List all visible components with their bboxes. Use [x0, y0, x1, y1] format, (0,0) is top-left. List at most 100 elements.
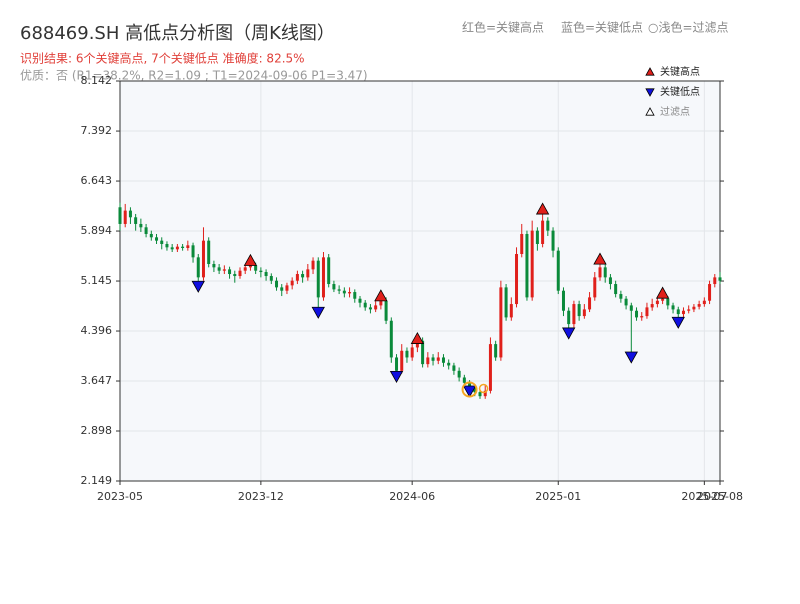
candle-body: [175, 246, 179, 250]
candle-body: [222, 269, 226, 271]
candle-body: [243, 267, 247, 271]
candle-body: [687, 309, 691, 311]
candle-body: [149, 233, 153, 238]
candle-body: [301, 274, 305, 278]
candle-body: [186, 245, 190, 248]
y-tick-label: 8.142: [81, 74, 113, 87]
candle-body: [181, 246, 185, 248]
candle-body: [196, 257, 200, 278]
candle-body: [306, 269, 310, 278]
candle-body: [264, 272, 268, 277]
key-point: [243, 253, 258, 266]
candle-body: [170, 247, 174, 250]
key-point: [671, 316, 685, 329]
color-key: ○浅色=过滤点: [648, 21, 729, 35]
candle-body: [572, 304, 576, 325]
candle-body: [207, 240, 211, 265]
legend-label: 关键低点: [660, 85, 700, 98]
key-point: [562, 327, 576, 340]
candle-body: [405, 350, 409, 358]
candle-body: [316, 260, 320, 298]
candle-body: [468, 382, 472, 388]
candle-body: [462, 377, 466, 383]
candle-body: [713, 277, 717, 285]
filtered-point: [478, 383, 489, 394]
candle-body: [629, 305, 633, 311]
key-point: [311, 306, 325, 319]
candle-body: [342, 290, 346, 294]
candle-body: [645, 307, 649, 317]
candle-body: [640, 316, 644, 318]
x-tick-label: 2025-08: [697, 490, 743, 503]
key-point: [389, 370, 404, 383]
x-tick-label: 2025-01: [535, 490, 581, 503]
legend-marker: [645, 107, 655, 116]
candle-body: [285, 285, 289, 291]
candle-body: [436, 357, 440, 361]
candle-body: [217, 267, 221, 271]
candle-body: [155, 237, 159, 241]
candle-body: [228, 269, 232, 275]
candle-body: [494, 344, 498, 358]
y-tick-label: 4.396: [81, 324, 113, 337]
candle-body: [128, 210, 132, 218]
candle-body: [567, 310, 571, 325]
candle-body: [447, 362, 451, 366]
candle-body: [692, 306, 696, 310]
candle-body: [671, 305, 675, 310]
y-tick-label: 6.643: [81, 174, 113, 187]
candle-body: [588, 297, 592, 310]
candle-body: [118, 207, 122, 224]
candle-body: [254, 265, 258, 271]
candle-body: [280, 287, 284, 291]
candle-body: [457, 370, 461, 378]
candle-body: [212, 264, 216, 268]
candle-body: [337, 289, 341, 291]
y-tick-label: 2.149: [81, 474, 113, 487]
x-tick-label: 2024-06: [389, 490, 435, 503]
candle-body: [311, 260, 315, 270]
candle-body: [509, 304, 513, 318]
candle-body: [452, 365, 456, 371]
candle-body: [541, 220, 545, 244]
legend-marker: [645, 88, 655, 97]
candle-body: [708, 284, 712, 301]
candle-body: [259, 270, 263, 273]
candle-body: [332, 284, 336, 290]
candle-body: [321, 257, 325, 298]
candle-body: [410, 347, 414, 358]
y-tick-label: 7.392: [81, 124, 113, 137]
candle-body: [551, 230, 555, 251]
key-point: [462, 385, 477, 398]
candle-body: [379, 300, 383, 306]
x-tick-label: 2023-12: [238, 490, 284, 503]
candle-body: [661, 298, 665, 301]
candle-body: [681, 310, 685, 315]
candle-body: [530, 230, 534, 298]
key-point: [655, 286, 670, 299]
candle-body: [160, 240, 164, 244]
filtered-point: [461, 381, 478, 398]
candle-body: [608, 277, 612, 285]
candle-body: [650, 304, 654, 308]
chart-note: 优质：否 (R1=38.2%, R2=1.09 ; T1=2024-09-06 …: [20, 69, 368, 83]
chart-title: 688469.SH 高低点分析图（周K线图）: [20, 23, 335, 44]
candle-body: [504, 287, 508, 318]
legend-marker: [645, 67, 655, 76]
candle-body: [389, 320, 393, 358]
candle-body: [525, 233, 529, 298]
candle-body: [619, 294, 623, 299]
candle-body: [363, 302, 367, 308]
candle-body: [275, 280, 279, 288]
candle-body: [395, 357, 399, 371]
candle-body: [441, 357, 445, 363]
candle-body: [238, 270, 242, 277]
candle-body: [655, 300, 659, 305]
y-tick-label: 3.647: [81, 374, 113, 387]
legend-label: 过滤点: [660, 105, 690, 118]
key-point: [593, 252, 607, 265]
candle-body: [123, 210, 127, 224]
candle-body: [483, 390, 487, 397]
candle-body: [431, 357, 435, 361]
